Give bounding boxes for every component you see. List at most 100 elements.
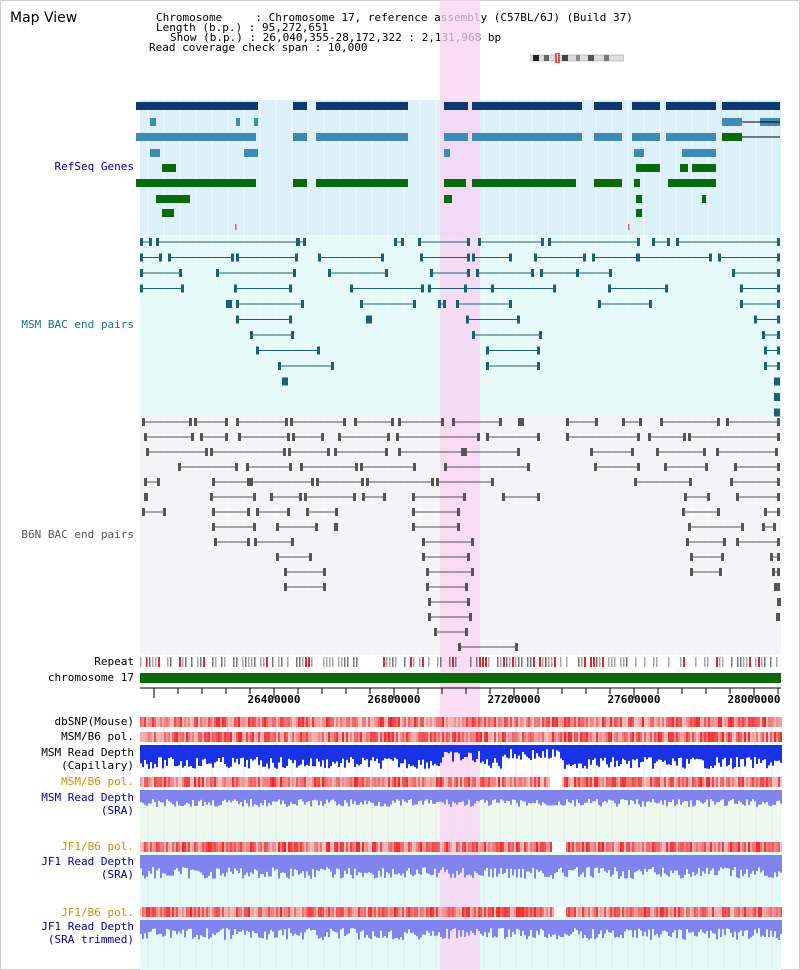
jf1-trimmed-depth-bar	[436, 920, 438, 936]
jf1-b6-pol-cell	[610, 842, 612, 852]
msm-sra-depth-bar	[464, 790, 466, 806]
polymorphism-tracks[interactable]	[140, 717, 782, 940]
msm-depth-bar	[734, 745, 736, 768]
repeat-track[interactable]	[140, 657, 778, 667]
msm-sra-depth-bar	[242, 790, 244, 807]
msm-b6-pol2-cell	[476, 777, 478, 787]
jf1-b6-pol-cell	[624, 842, 626, 852]
msm-b6-pol-cell	[350, 732, 352, 742]
msm-depth-bar	[758, 745, 760, 759]
jf1-b6-pol2-cell	[484, 907, 486, 917]
jf1-trimmed-depth-bar	[440, 920, 442, 937]
msm-depth-bar	[350, 745, 352, 758]
msm-sra-depth-bar	[696, 790, 698, 801]
b6n-bac-pair-end	[717, 508, 720, 516]
jf1-b6-pol-cell	[644, 842, 646, 852]
msm-depth-bar	[564, 745, 566, 769]
page-title: Map View	[10, 10, 78, 26]
b6n-bac-pair-end	[291, 538, 294, 546]
msm-depth-bar	[562, 745, 564, 761]
b6n-bac-pair-end	[335, 508, 338, 516]
msm-b6-pol2-cell	[162, 777, 164, 787]
msm-b6-pol-cell	[476, 732, 478, 742]
chromosome-ideogram[interactable]	[530, 53, 624, 63]
repeat-block	[683, 657, 685, 667]
jf1-trimmed-depth-bar	[294, 920, 296, 934]
b6n-bac-pair-end	[212, 508, 215, 516]
b6n-bac-pair-end	[300, 463, 303, 471]
msm-sra-depth-bar	[534, 790, 536, 804]
track-label-jf1-b6-pol-2: JF1/B6 pol.	[61, 906, 134, 919]
repeat-block	[149, 657, 151, 667]
jf1-b6-pol-cell	[166, 842, 168, 852]
jf1-b6-pol-cell	[152, 842, 154, 852]
jf1-b6-pol2-cell	[326, 907, 328, 917]
refseq-genes-track[interactable]	[136, 102, 780, 230]
repeat-block	[596, 657, 598, 667]
msm-b6-pol-cell	[712, 732, 714, 742]
b6n-bac-pair-end	[637, 433, 640, 441]
track-label-refseq[interactable]: RefSeq Genes	[55, 160, 134, 173]
jf1-depth-bar	[388, 855, 390, 874]
jf1-b6-pol-cell	[546, 842, 548, 852]
msm-sra-depth-bar	[268, 790, 270, 804]
jf1-b6-pol2-cell	[736, 907, 738, 917]
msm-depth-bar	[306, 745, 308, 765]
track-label-jf1-trimmed: JF1 Read Depth	[41, 920, 134, 933]
jf1-b6-pol2-cell	[292, 907, 294, 917]
b6n-bac-track[interactable]	[142, 418, 781, 651]
msm-sra-depth-bar	[234, 790, 236, 800]
jf1-trimmed-depth-bar	[286, 920, 288, 940]
msm-bac-track[interactable]	[140, 238, 780, 417]
dbsnp-cell	[690, 717, 692, 727]
msm-b6-pol2-cell	[168, 777, 170, 787]
msm-b6-pol-cell	[266, 732, 268, 742]
jf1-trimmed-depth-bar	[618, 920, 620, 938]
msm-bac-pair-end	[456, 300, 459, 308]
jf1-b6-pol2-cell	[184, 907, 186, 917]
dbsnp-cell	[748, 717, 750, 727]
jf1-depth-bar	[232, 855, 234, 875]
msm-sra-depth-bar	[722, 790, 724, 800]
msm-depth-bar	[432, 745, 434, 766]
msm-sra-depth-bar	[638, 790, 640, 805]
msm-b6-pol2-cell	[648, 777, 650, 787]
msm-b6-pol-cell	[390, 732, 392, 742]
jf1-b6-pol2-cell	[368, 907, 370, 917]
msm-depth-bar	[296, 745, 298, 768]
msm-sra-depth-bar	[352, 790, 354, 804]
msm-sra-depth-bar	[544, 790, 546, 804]
msm-b6-pol2-cell	[494, 777, 496, 787]
jf1-trimmed-depth-bar	[536, 920, 538, 931]
jf1-b6-pol-cell	[656, 842, 658, 852]
jf1-trimmed-depth-bar	[764, 920, 766, 937]
msm-b6-pol-cell	[470, 732, 472, 742]
track-label-b6n-bac[interactable]: B6N BAC end pairs	[21, 528, 134, 541]
msm-bac-pair-end	[676, 238, 679, 246]
jf1-b6-pol2-cell	[724, 907, 726, 917]
msm-depth-bar	[388, 745, 390, 759]
jf1-depth-bar	[324, 855, 326, 871]
jf1-depth-bar	[472, 855, 474, 879]
msm-b6-pol2-cell	[172, 777, 174, 787]
msm-depth-bar	[228, 745, 230, 768]
msm-b6-pol2-cell	[608, 777, 610, 787]
jf1-b6-pol-cell	[614, 842, 616, 852]
msm-depth-bar	[234, 745, 236, 763]
b6n-bac-pair-end	[683, 433, 686, 441]
msm-b6-pol-cell	[572, 732, 574, 742]
gene-feature	[636, 195, 642, 203]
msm-sra-depth-bar	[392, 790, 394, 801]
msm-depth-bar	[398, 745, 400, 768]
dbsnp-cell	[236, 717, 238, 727]
track-label-msm-bac[interactable]: MSM BAC end pairs	[21, 318, 134, 331]
msm-depth-bar	[624, 745, 626, 761]
jf1-depth-bar	[228, 855, 230, 868]
jf1-b6-pol-cell	[370, 842, 372, 852]
msm-b6-pol-cell	[382, 732, 384, 742]
msm-sra-depth-bar	[410, 790, 412, 800]
jf1-trimmed-depth-bar	[420, 920, 422, 938]
jf1-b6-pol-cell	[594, 842, 596, 852]
b6n-bac-pair-end	[690, 553, 693, 561]
